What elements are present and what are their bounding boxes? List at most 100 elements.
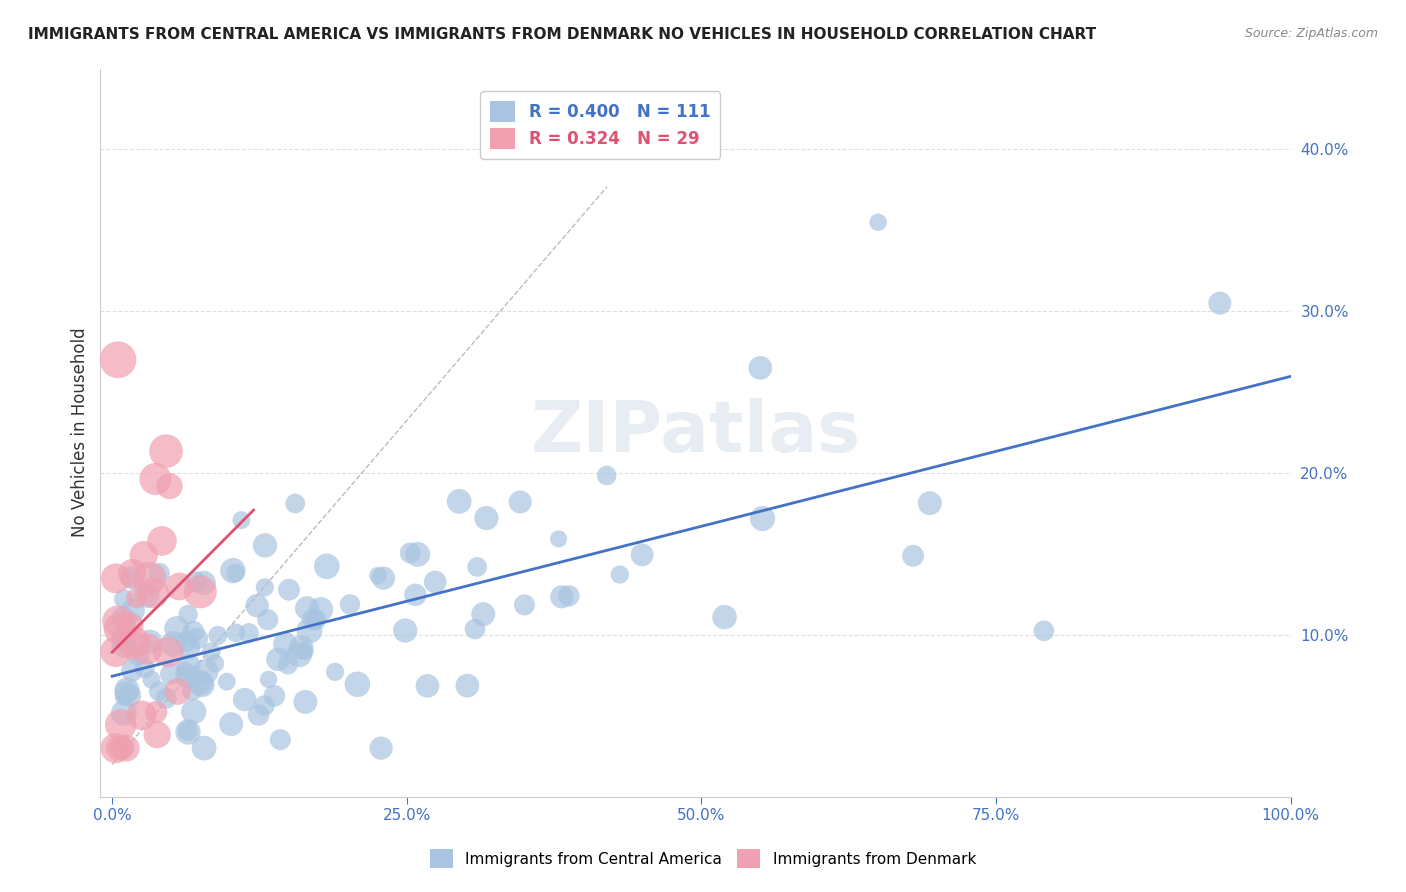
- Point: [121, 566, 143, 581]
- Point: [112, 631, 135, 645]
- Point: [277, 657, 299, 672]
- Point: [125, 591, 148, 606]
- Point: [551, 590, 574, 604]
- Point: [207, 628, 229, 642]
- Point: [121, 664, 143, 678]
- Point: [394, 624, 416, 638]
- Point: [918, 496, 941, 510]
- Text: IMMIGRANTS FROM CENTRAL AMERICA VS IMMIGRANTS FROM DENMARK NO VEHICLES IN HOUSEH: IMMIGRANTS FROM CENTRAL AMERICA VS IMMIG…: [28, 27, 1097, 42]
- Point: [122, 636, 145, 650]
- Point: [159, 479, 181, 493]
- Point: [166, 684, 188, 698]
- Point: [141, 673, 163, 687]
- Point: [346, 677, 368, 691]
- Point: [155, 691, 177, 706]
- Point: [110, 741, 132, 756]
- Point: [219, 717, 242, 731]
- Point: [231, 513, 253, 527]
- Point: [142, 585, 165, 599]
- Point: [269, 732, 291, 747]
- Point: [256, 613, 278, 627]
- Point: [901, 549, 924, 563]
- Point: [449, 494, 471, 508]
- Point: [134, 661, 156, 675]
- Point: [166, 622, 188, 636]
- Point: [257, 673, 280, 687]
- Point: [253, 538, 276, 552]
- Point: [174, 670, 197, 684]
- Point: [425, 574, 447, 589]
- Text: ZIPatlas: ZIPatlas: [530, 398, 860, 467]
- Point: [112, 639, 135, 653]
- Point: [176, 634, 198, 648]
- Point: [253, 698, 276, 713]
- Point: [181, 683, 204, 698]
- Point: [115, 741, 138, 756]
- Point: [323, 665, 346, 679]
- Point: [112, 706, 135, 720]
- Point: [475, 511, 498, 525]
- Point: [294, 695, 316, 709]
- Point: [399, 546, 422, 560]
- Point: [177, 725, 200, 739]
- Point: [108, 622, 131, 636]
- Point: [465, 560, 488, 574]
- Point: [284, 496, 307, 510]
- Point: [238, 626, 260, 640]
- Point: [631, 548, 654, 562]
- Point: [290, 640, 312, 655]
- Point: [104, 645, 127, 659]
- Point: [145, 472, 167, 486]
- Point: [160, 667, 183, 681]
- Point: [222, 564, 245, 578]
- Point: [135, 642, 157, 657]
- Point: [186, 632, 208, 646]
- Point: [107, 352, 129, 367]
- Point: [472, 607, 495, 621]
- Point: [132, 548, 155, 562]
- Point: [713, 610, 735, 624]
- Point: [127, 647, 149, 661]
- Text: Source: ZipAtlas.com: Source: ZipAtlas.com: [1244, 27, 1378, 40]
- Point: [112, 740, 135, 755]
- Point: [294, 644, 316, 658]
- Point: [135, 588, 157, 602]
- Point: [193, 741, 215, 756]
- Point: [104, 571, 127, 585]
- Point: [298, 624, 321, 638]
- Point: [370, 741, 392, 756]
- Point: [751, 511, 773, 525]
- Point: [138, 572, 160, 586]
- Point: [225, 625, 247, 640]
- Point: [513, 598, 536, 612]
- Point: [305, 613, 328, 627]
- Point: [179, 640, 201, 655]
- Point: [183, 624, 205, 639]
- Point: [162, 637, 184, 651]
- Legend: R = 0.400   N = 111, R = 0.324   N = 29: R = 0.400 N = 111, R = 0.324 N = 29: [481, 91, 720, 159]
- Point: [595, 468, 617, 483]
- Point: [112, 592, 135, 607]
- Point: [146, 728, 169, 742]
- Point: [233, 692, 256, 706]
- Point: [509, 495, 531, 509]
- Point: [204, 657, 226, 671]
- Point: [188, 675, 211, 690]
- Point: [110, 717, 132, 731]
- Point: [191, 678, 214, 692]
- Point: [288, 648, 311, 662]
- Point: [183, 705, 205, 719]
- Point: [224, 566, 246, 580]
- Point: [263, 689, 285, 703]
- Point: [169, 579, 191, 593]
- Point: [267, 652, 290, 666]
- Point: [609, 567, 631, 582]
- Point: [174, 665, 197, 679]
- Point: [200, 645, 222, 659]
- Point: [150, 533, 173, 548]
- Point: [115, 683, 138, 698]
- Point: [131, 708, 153, 723]
- Point: [188, 584, 211, 599]
- Point: [278, 582, 301, 597]
- Point: [121, 571, 143, 585]
